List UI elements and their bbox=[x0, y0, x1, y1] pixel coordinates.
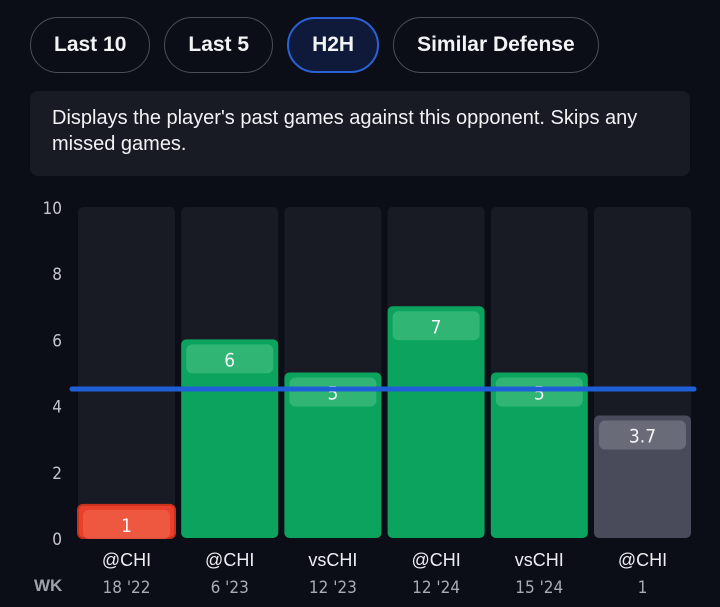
x-tick-opponent: vsCHI bbox=[515, 550, 564, 570]
y-tick-label: 2 bbox=[52, 464, 62, 484]
y-tick-label: 10 bbox=[43, 199, 62, 219]
x-tick-opponent: @CHI bbox=[411, 550, 460, 570]
bar-value-label: 3.7 bbox=[629, 426, 656, 448]
bar-value-pill bbox=[599, 420, 686, 450]
tab-similar-defense[interactable]: Similar Defense bbox=[393, 17, 599, 73]
x-tick-week: 12 '24 bbox=[412, 578, 460, 598]
y-tick-label: 8 bbox=[52, 265, 62, 285]
tab-last-5[interactable]: Last 5 bbox=[164, 17, 274, 73]
x-tick-opponent: vsCHI bbox=[308, 550, 357, 570]
bar-value-label: 5 bbox=[534, 383, 545, 405]
y-tick-label: 4 bbox=[52, 398, 62, 418]
tab-description: Displays the player's past games against… bbox=[30, 91, 690, 176]
x-tick-opponent: @CHI bbox=[618, 550, 667, 570]
bar-value-pill bbox=[83, 509, 170, 539]
bar-value-pill bbox=[495, 377, 583, 407]
x-tick-week: 12 '23 bbox=[309, 578, 357, 598]
week-axis-label: WK bbox=[34, 576, 63, 595]
x-tick-week: 18 '22 bbox=[103, 578, 151, 598]
bar bbox=[490, 372, 588, 538]
bar-track bbox=[78, 207, 175, 538]
bar bbox=[284, 372, 382, 538]
x-tick-opponent: @CHI bbox=[102, 550, 151, 570]
tab-last-10[interactable]: Last 10 bbox=[30, 17, 151, 73]
bar-value-pill bbox=[392, 311, 480, 341]
bar-value-label: 7 bbox=[431, 316, 442, 338]
bar-value-label: 6 bbox=[224, 349, 235, 371]
bar-value-pill bbox=[186, 344, 274, 374]
x-tick-week: 1 bbox=[638, 578, 648, 598]
y-tick-label: 6 bbox=[52, 331, 62, 351]
x-tick-week: 15 '24 bbox=[515, 578, 563, 598]
bar-chart: 0 2 4 6 8 10 1 @CHI 18 '22 6 @CHI 6 '23 5 vsCHI 12 '23… bbox=[43, 199, 697, 598]
bar-value-label: 5 bbox=[327, 383, 338, 405]
bar bbox=[387, 306, 485, 538]
y-tick-label: 0 bbox=[52, 530, 62, 550]
tab-h2h[interactable]: H2H bbox=[287, 17, 380, 73]
x-tick-week: 6 '23 bbox=[211, 578, 249, 598]
bar-value-label: 1 bbox=[121, 515, 132, 537]
bar-value-pill bbox=[289, 377, 377, 407]
x-tick-opponent: @CHI bbox=[205, 550, 254, 570]
filter-tabs: Last 10 Last 5 H2H Similar Defense bbox=[30, 17, 599, 73]
